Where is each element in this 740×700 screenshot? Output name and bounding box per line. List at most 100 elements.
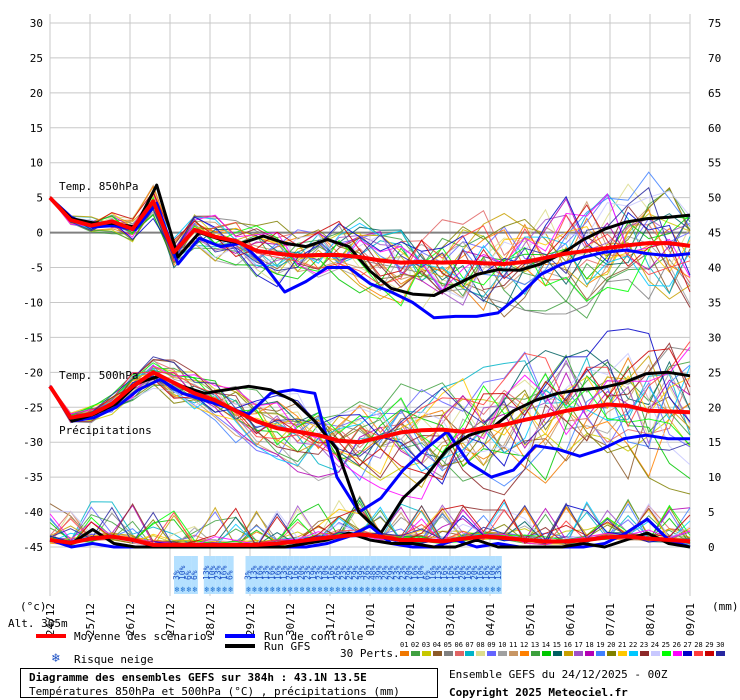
snow-pct: 26% bbox=[333, 565, 342, 580]
snow-cell bbox=[376, 556, 383, 594]
snowflake-icon: ❄ bbox=[490, 585, 495, 594]
snow-pct: 23% bbox=[315, 565, 324, 580]
snow-cell bbox=[257, 556, 264, 594]
left-tick-label: -30 bbox=[23, 436, 43, 449]
pert-number: 25 bbox=[661, 641, 671, 649]
snow-pct: 16% bbox=[464, 565, 473, 580]
snow-pct: 6% bbox=[422, 570, 431, 580]
snow-cell bbox=[174, 556, 180, 594]
member-line bbox=[49, 183, 691, 311]
snowflake-icon: ❄ bbox=[479, 585, 484, 594]
pert-number: 04 bbox=[432, 641, 442, 649]
left-tick-label: 15 bbox=[30, 122, 43, 135]
snowflake-icon: ❄ bbox=[353, 585, 358, 594]
pert-swatch bbox=[705, 651, 715, 656]
pert-swatch bbox=[443, 651, 453, 656]
pert-number: 20 bbox=[607, 641, 616, 649]
snow-cell bbox=[382, 556, 389, 594]
snow-cell bbox=[334, 556, 341, 594]
snow-pct: 29% bbox=[387, 565, 396, 580]
snowflake-icon: ❄ bbox=[204, 585, 209, 594]
series-t500-mean bbox=[48, 370, 691, 445]
snowflake-icon: ❄ bbox=[473, 585, 478, 594]
snow-cell bbox=[209, 556, 216, 594]
snow-pct: 39% bbox=[375, 565, 384, 580]
label-temp850: Temp. 850hPa bbox=[59, 180, 138, 193]
snowflake-icon: ❄ bbox=[252, 585, 257, 594]
snow-cell bbox=[179, 556, 186, 594]
snow-pct: 29% bbox=[345, 565, 354, 580]
snowflake-icon: ❄ bbox=[276, 585, 281, 594]
snow-cell bbox=[251, 556, 258, 594]
snow-pct: 19% bbox=[309, 565, 318, 580]
snow-cell bbox=[436, 556, 443, 594]
snow-pct: 13% bbox=[279, 565, 288, 580]
snow-cell bbox=[328, 556, 335, 594]
right-tick-label: 20 bbox=[708, 401, 721, 414]
snow-pct: 16% bbox=[220, 565, 229, 580]
x-tick-label: 08/01 bbox=[644, 603, 657, 636]
x-tick-label: 29/12 bbox=[244, 603, 257, 636]
x-tick-label: 31/12 bbox=[324, 603, 337, 636]
snow-cell bbox=[424, 556, 431, 594]
snow-cell bbox=[299, 556, 306, 594]
pert-number: 07 bbox=[465, 641, 474, 649]
pert-number: 02 bbox=[410, 641, 420, 649]
snow-cell bbox=[185, 556, 192, 594]
snow-pct: 16% bbox=[452, 565, 461, 580]
x-tick-label: 25/12 bbox=[84, 603, 97, 636]
snowflake-icon: ❄ bbox=[192, 585, 197, 594]
snow-pct: 16% bbox=[255, 565, 264, 580]
snow-pct: 13% bbox=[261, 565, 270, 580]
right-tick-label: 50 bbox=[708, 192, 721, 205]
series-precip-gfs bbox=[49, 528, 691, 549]
pert-number: 15 bbox=[552, 641, 562, 649]
snow-cell bbox=[412, 556, 419, 594]
x-tick-label: 26/12 bbox=[124, 603, 137, 636]
snowflake-icon: ❄ bbox=[365, 585, 370, 594]
pert-number: 11 bbox=[509, 641, 518, 649]
snowflake-icon: ❄ bbox=[437, 585, 442, 594]
snowflake-icon: ❄ bbox=[383, 585, 388, 594]
snowflake-icon: ❄ bbox=[258, 585, 263, 594]
snow-pct: 3% bbox=[244, 570, 253, 580]
right-tick-label: 45 bbox=[708, 227, 721, 240]
ensemble-run: Ensemble GEFS du 24/12/2025 - 00Z bbox=[449, 668, 668, 681]
snow-cell bbox=[287, 556, 294, 594]
snowflake-icon: ❄ bbox=[288, 585, 293, 594]
pert-swatch bbox=[421, 651, 431, 656]
member-line bbox=[49, 195, 691, 288]
snow-cell bbox=[317, 556, 324, 594]
snow-pct: 48% bbox=[369, 565, 378, 580]
snow-cell bbox=[430, 556, 437, 594]
pert-swatch bbox=[683, 651, 693, 656]
snowflake-icon: ❄ bbox=[425, 585, 430, 594]
snowflake-icon: ❄ bbox=[485, 585, 490, 594]
member-precip-line bbox=[49, 509, 691, 548]
pert-swatch bbox=[432, 651, 442, 656]
member-line bbox=[49, 186, 691, 302]
snow-cell bbox=[311, 556, 318, 594]
pert-number: 19 bbox=[596, 641, 605, 649]
legend-mean-swatch bbox=[36, 634, 66, 638]
member-line bbox=[49, 197, 691, 294]
pert-swatch bbox=[400, 651, 409, 656]
snow-pct: 29% bbox=[381, 565, 390, 580]
snow-pct: 13% bbox=[494, 565, 503, 580]
pert-number: 16 bbox=[563, 641, 572, 649]
snowflake-icon: ❄ bbox=[282, 585, 287, 594]
snow-pct: 10% bbox=[488, 565, 497, 580]
left-axis: 30 25 20 15 10 5 0 -5 -10 -15 -20 -25 -30 -35 -40 -45 bbox=[23, 17, 43, 554]
pert-number: 17 bbox=[574, 641, 583, 649]
legend-gfs: Run GFS bbox=[264, 640, 311, 653]
member-line bbox=[49, 352, 691, 466]
snow-cell bbox=[364, 556, 371, 594]
snow-cell bbox=[477, 556, 484, 594]
snow-pct: 26% bbox=[363, 565, 372, 580]
x-axis: 24/12 25/12 26/12 27/12 28/12 29/12 30/12 31/12… bbox=[44, 603, 697, 636]
snowflake-icon: ❄ bbox=[443, 585, 448, 594]
pert-number: 26 bbox=[672, 641, 681, 649]
pert-swatch bbox=[694, 651, 704, 656]
left-tick-label: -35 bbox=[23, 471, 43, 484]
